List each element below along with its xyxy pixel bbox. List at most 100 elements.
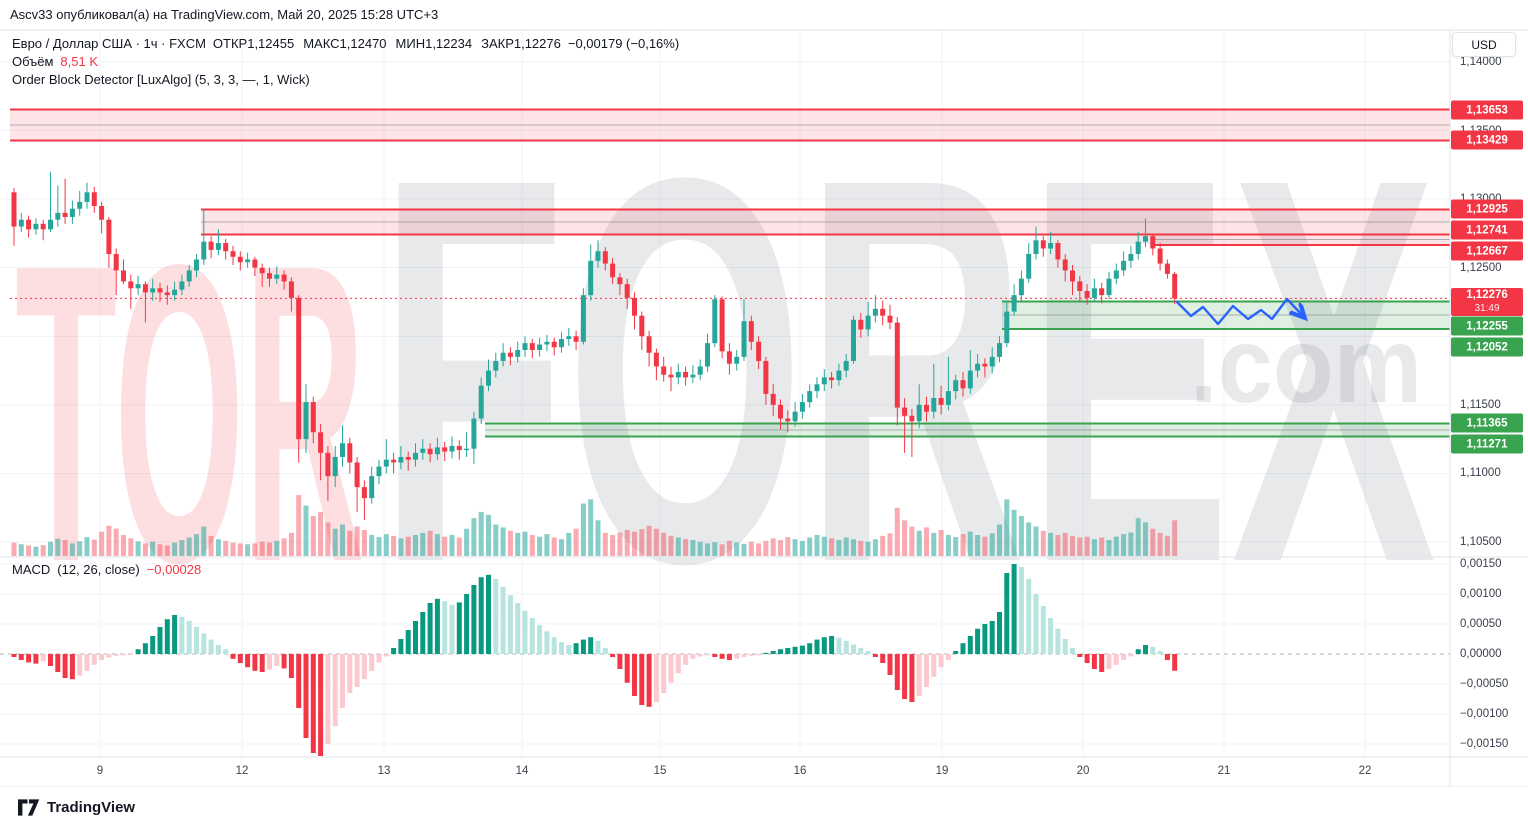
currency-toggle-button[interactable]: USD — [1452, 32, 1516, 57]
macd-params: (12, 26, close) — [57, 562, 140, 577]
macd-histogram-bar — [894, 654, 900, 690]
time-axis-label: 19 — [935, 765, 949, 777]
volume-bar — [1048, 532, 1054, 556]
macd-histogram-bar — [924, 654, 929, 687]
price-level-badge: 1,12925 — [1451, 199, 1523, 219]
candle-body — [471, 418, 477, 449]
volume-bar — [413, 535, 418, 556]
volume-bar — [310, 516, 316, 556]
macd-histogram-bar — [113, 654, 119, 656]
macd-histogram-bar — [179, 616, 185, 654]
ohlc-item: ОТКР1,12455 — [212, 36, 295, 51]
macd-histogram-bar — [580, 639, 586, 654]
orderblock-legend-row[interactable]: Order Block Detector [LuxAlgo] (5, 3, 3,… — [12, 72, 310, 87]
macd-legend-row[interactable]: MACD (12, 26, close) −0,00028 — [12, 562, 201, 577]
macd-histogram-bar — [237, 654, 243, 663]
macd-histogram-bar — [84, 654, 90, 671]
candle-body — [624, 284, 630, 298]
candle-body — [1026, 253, 1032, 279]
volume-bar — [1113, 536, 1119, 556]
macd-histogram-bar — [799, 645, 805, 654]
price-level-badge: 1,12741 — [1451, 220, 1523, 240]
candle-body — [55, 212, 61, 220]
volume-legend-row[interactable]: Объём 8,51 K — [12, 54, 98, 69]
macd-histogram-bar — [1164, 654, 1170, 660]
macd-histogram-bar — [756, 654, 762, 656]
volume-bar — [807, 537, 813, 556]
candle-body — [544, 341, 550, 345]
volume-bar — [997, 524, 1002, 556]
volume-bar — [201, 526, 207, 556]
candle-body — [967, 370, 973, 389]
candle-body — [894, 322, 900, 408]
macd-histogram-bar — [33, 654, 39, 664]
volume-bar — [748, 541, 754, 556]
volume-bar — [1164, 535, 1170, 556]
volume-bar — [799, 540, 805, 556]
volume-bar — [318, 511, 324, 556]
macd-axis-label: 0,00000 — [1460, 648, 1502, 660]
candle-body — [807, 391, 813, 403]
macd-histogram-bar — [471, 585, 477, 654]
candle-body — [405, 456, 411, 460]
footer-brand-text[interactable]: TradingView — [47, 799, 136, 816]
candle-body — [880, 308, 886, 316]
candle-body — [916, 404, 922, 422]
volume-bar — [668, 535, 674, 556]
candle-body — [719, 299, 725, 352]
drawing-arrow[interactable] — [1175, 297, 1303, 326]
macd-histogram-bar — [303, 654, 309, 738]
candle-body — [303, 402, 309, 440]
macd-histogram-bar — [763, 652, 769, 654]
macd-histogram-bar — [157, 627, 163, 654]
volume-bar — [405, 536, 411, 556]
volume-bar — [829, 538, 835, 556]
volume-bar — [500, 527, 506, 556]
volume-bar — [872, 539, 878, 556]
price-axis-label: 1,11500 — [1460, 398, 1501, 411]
volume-bar — [1150, 528, 1156, 556]
volume-bar — [544, 534, 550, 556]
time-axis-label: 20 — [1076, 765, 1090, 777]
tradingview-logo-icon[interactable] — [18, 799, 40, 816]
macd-histogram-bar — [880, 654, 886, 663]
candle-body — [1113, 270, 1119, 279]
candle-body — [997, 343, 1002, 357]
macd-histogram-bar — [953, 651, 959, 654]
candle-body — [675, 371, 681, 378]
symbol-legend-row[interactable]: Евро / Доллар США · 1ч · FXCM ОТКР1,1245… — [12, 36, 679, 51]
volume-bar — [1070, 535, 1075, 556]
candle-body — [1128, 253, 1134, 261]
macd-histogram-bar — [62, 654, 68, 678]
candle-body — [48, 219, 53, 230]
price-scale[interactable]: 1,140001,135001,130001,125001,115001,110… — [1450, 30, 1528, 787]
candle-body — [975, 363, 981, 371]
volume-bar — [486, 514, 491, 556]
candle-body — [1099, 288, 1105, 296]
macd-histogram-bar — [420, 612, 426, 654]
volume-bar — [77, 541, 83, 556]
candle-body — [62, 212, 68, 217]
candle-body — [150, 288, 156, 293]
volume-bar — [1099, 537, 1105, 556]
candle-body — [99, 205, 105, 220]
time-axis[interactable]: 9 12 13 14 15 16 19 20 21 22 — [0, 757, 1450, 787]
volume-bar — [639, 529, 645, 556]
macd-histogram-bar — [77, 654, 83, 676]
volume-bar — [493, 524, 499, 556]
macd-histogram-bar — [975, 628, 981, 654]
macd-axis-label: −0,00150 — [1460, 738, 1509, 750]
macd-histogram-bar — [172, 615, 178, 654]
macd-histogram-bar — [726, 654, 732, 660]
volume-bar — [624, 529, 630, 556]
macd-histogram-bar — [456, 602, 462, 654]
volume-bar — [40, 545, 46, 556]
volume-bar — [186, 537, 192, 556]
volume-bar — [245, 544, 251, 556]
time-axis-label: 13 — [377, 765, 391, 777]
price-level-badge: 1,11365 — [1451, 413, 1523, 433]
time-axis-label: 12 — [235, 765, 249, 777]
macd-histogram-bar — [843, 640, 849, 654]
candle-body — [296, 297, 302, 440]
